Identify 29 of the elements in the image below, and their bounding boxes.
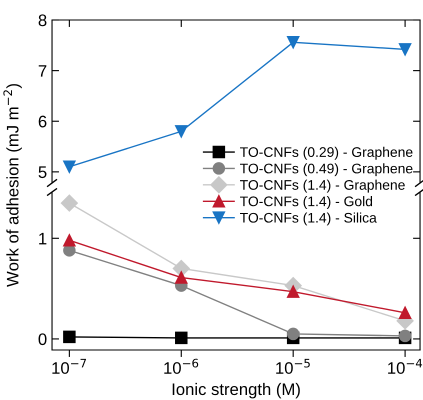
legend-label: TO-CNFs (1.4) - Gold (240, 196, 372, 210)
y-tick-label: 1 (39, 232, 46, 244)
point (286, 328, 300, 340)
point (398, 306, 412, 320)
y-axis-title: Work of adhesion (mJ m$^{−2}$) (3, 84, 22, 287)
x-tick-label: 10$^{−5}$ (276, 358, 310, 374)
x-axis-title: Ionic strength (M) (172, 382, 300, 398)
point (286, 285, 300, 298)
point (63, 330, 76, 344)
x-tick-label: 10$^{−7}$ (52, 358, 86, 374)
legend-label: TO-CNFs (1.4) - Silica (240, 212, 377, 226)
point (175, 271, 188, 284)
point (175, 125, 188, 138)
legend-label: TO-CNFs (1.4) - Graphene (240, 180, 405, 193)
point (60, 194, 78, 212)
y-tick-label: 8 (38, 14, 46, 26)
x-tick-label: 10$^{−6}$ (164, 358, 198, 374)
y-tick-label: 6 (38, 116, 46, 128)
point (63, 234, 76, 247)
point (63, 160, 76, 174)
y-tick-label: 5 (38, 166, 46, 178)
point (398, 43, 412, 56)
x-tick-label: 10$^{−4}$ (388, 358, 422, 374)
point (286, 36, 300, 49)
legend-label: TO-CNFs (0.29) - Graphene (240, 146, 412, 160)
point (175, 332, 188, 344)
y-tick-label: 7 (38, 65, 46, 77)
y-tick-label: 0 (38, 333, 47, 346)
legend-label: TO-CNFs (0.49) - Graphene (240, 163, 412, 176)
